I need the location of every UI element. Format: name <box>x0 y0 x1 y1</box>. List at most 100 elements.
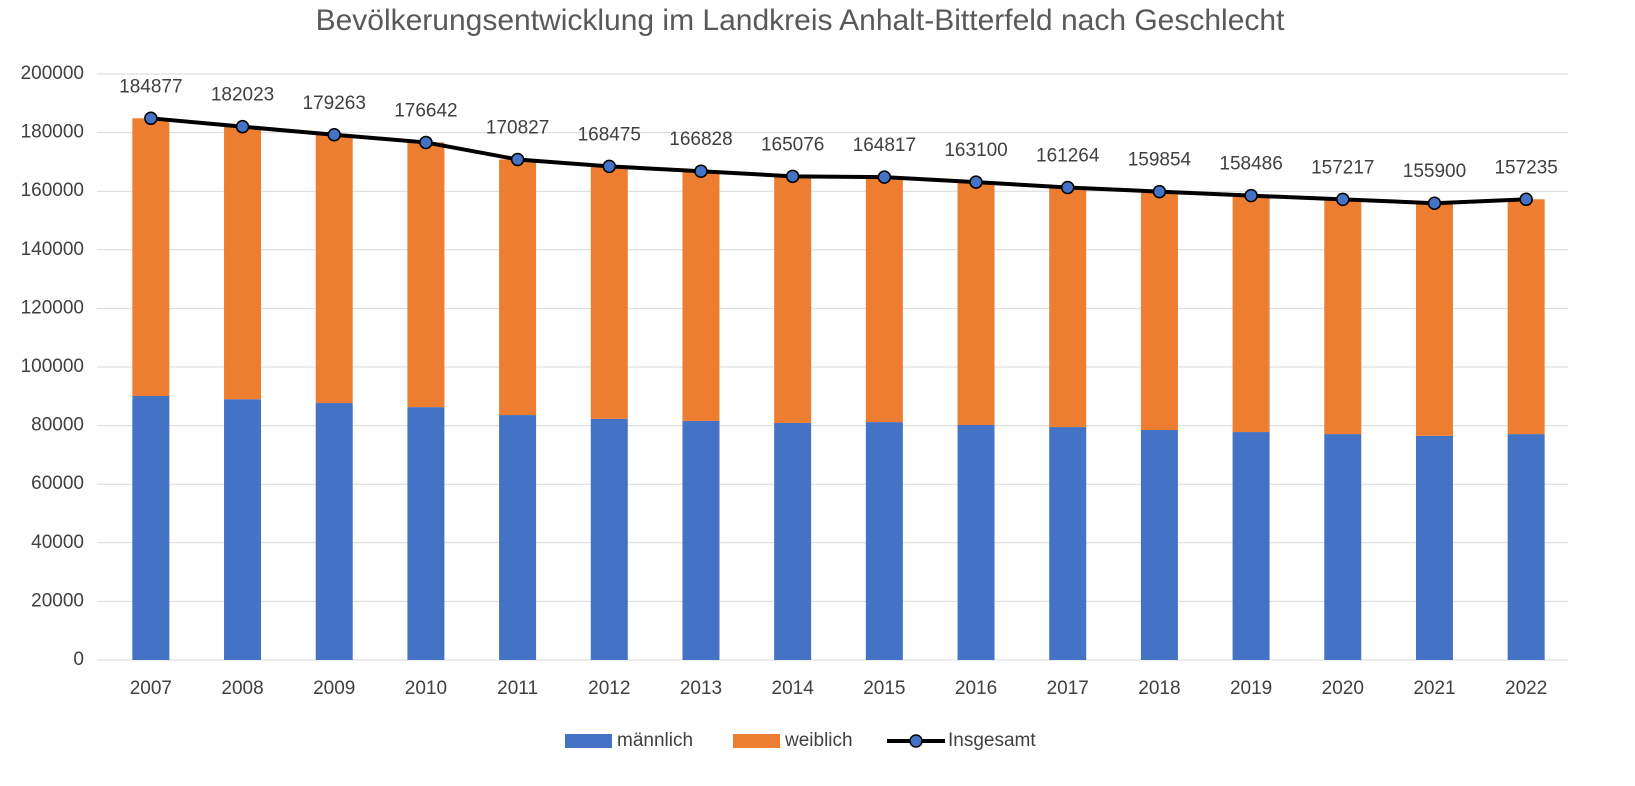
legend-swatch <box>565 734 612 748</box>
data-label: 157217 <box>1311 157 1374 178</box>
y-tick-label: 20000 <box>31 590 84 611</box>
bar <box>1049 187 1087 428</box>
bar <box>590 418 628 660</box>
bar <box>682 420 720 660</box>
data-label: 164817 <box>853 135 916 156</box>
line-marker <box>1244 188 1258 203</box>
data-label: 159854 <box>1128 150 1192 171</box>
data-label: 158486 <box>1219 154 1282 175</box>
x-tick-label: 2012 <box>588 678 630 699</box>
bar <box>315 403 353 660</box>
bar <box>224 126 262 400</box>
data-label: 182023 <box>211 85 274 106</box>
line-marker <box>1060 180 1075 195</box>
bar <box>224 399 262 660</box>
legend-label: Insgesamt <box>948 730 1036 751</box>
x-tick-label: 2007 <box>130 678 172 699</box>
bar <box>499 159 537 416</box>
legend-marker <box>909 734 923 748</box>
x-tick-label: 2015 <box>863 678 905 699</box>
bar <box>132 396 170 660</box>
bar <box>774 422 812 660</box>
data-label: 176642 <box>394 100 457 121</box>
x-tick-label: 2019 <box>1230 678 1272 699</box>
line-marker <box>235 119 250 134</box>
bar <box>682 171 720 421</box>
bar <box>407 142 445 408</box>
bar <box>957 182 995 426</box>
y-tick-label: 140000 <box>21 239 84 260</box>
data-label: 163100 <box>944 140 1007 161</box>
line-marker <box>877 170 892 184</box>
line-marker <box>144 111 158 126</box>
data-label: 157235 <box>1494 157 1557 178</box>
data-label: 161264 <box>1036 146 1100 167</box>
bar <box>407 407 445 660</box>
bar <box>957 425 995 660</box>
x-tick-label: 2016 <box>955 678 997 699</box>
bar <box>1324 199 1362 435</box>
bar <box>1140 429 1178 660</box>
y-tick-label: 80000 <box>31 415 84 436</box>
line-marker <box>602 159 617 174</box>
x-tick-label: 2017 <box>1047 678 1089 699</box>
y-tick-label: 100000 <box>21 356 84 377</box>
line-marker <box>1152 184 1167 199</box>
data-label: 155900 <box>1403 161 1466 182</box>
y-tick-label: 60000 <box>31 473 84 494</box>
data-label: 179263 <box>303 93 366 114</box>
x-tick-label: 2014 <box>772 678 815 699</box>
y-tick-label: 40000 <box>31 532 84 553</box>
x-tick-label: 2009 <box>313 678 355 699</box>
data-label: 168475 <box>578 124 641 145</box>
bar <box>865 422 903 660</box>
x-tick-label: 2022 <box>1505 678 1547 699</box>
line-marker <box>969 175 983 189</box>
line-marker <box>327 128 341 142</box>
y-tick-label: 180000 <box>21 122 84 143</box>
data-label: 184877 <box>119 76 182 97</box>
x-tick-label: 2018 <box>1138 678 1180 699</box>
line-marker <box>1427 196 1442 210</box>
legend-swatch <box>733 734 780 748</box>
x-tick-label: 2008 <box>221 678 263 699</box>
bar <box>315 134 353 404</box>
data-label: 170827 <box>486 117 549 138</box>
line-marker <box>785 169 800 184</box>
bar <box>1324 434 1362 660</box>
y-tick-label: 120000 <box>21 297 84 318</box>
line <box>150 116 1527 206</box>
legend-label: männlich <box>617 730 693 751</box>
bar <box>1507 199 1545 435</box>
bar <box>1507 434 1545 660</box>
bar <box>1415 435 1453 660</box>
bar <box>1232 432 1270 660</box>
x-tick-label: 2011 <box>497 678 538 699</box>
bar <box>865 177 903 423</box>
bar <box>132 118 170 397</box>
x-tick-label: 2020 <box>1322 678 1364 699</box>
x-tick-label: 2013 <box>680 678 722 699</box>
line-marker <box>1519 192 1533 207</box>
x-tick-label: 2010 <box>405 678 447 699</box>
y-tick-label: 200000 <box>21 63 84 84</box>
bar <box>1140 191 1178 430</box>
line-marker <box>510 152 525 167</box>
y-tick-label: 160000 <box>21 180 84 201</box>
legend-label: weiblich <box>784 730 853 751</box>
bar <box>774 176 812 423</box>
bar <box>499 415 537 660</box>
line-marker <box>419 135 433 150</box>
y-tick-label: 0 <box>73 649 84 670</box>
data-label: 165076 <box>761 134 824 155</box>
line-marker <box>1336 192 1350 207</box>
line-marker <box>694 164 708 178</box>
bar <box>1049 427 1087 660</box>
bar <box>590 166 628 419</box>
chart-title: Bevölkerungsentwicklung im Landkreis Anh… <box>316 4 1286 37</box>
bar <box>1232 195 1270 433</box>
bar <box>1415 203 1453 436</box>
data-label: 166828 <box>669 129 732 150</box>
x-tick-label: 2021 <box>1413 678 1455 699</box>
